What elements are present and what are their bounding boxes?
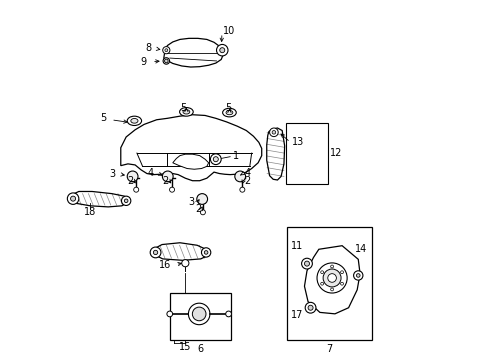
Ellipse shape bbox=[196, 194, 207, 204]
Circle shape bbox=[356, 274, 359, 277]
Circle shape bbox=[201, 248, 210, 257]
Text: 5: 5 bbox=[180, 103, 186, 113]
Text: 2: 2 bbox=[244, 176, 249, 186]
Circle shape bbox=[204, 251, 207, 254]
Ellipse shape bbox=[188, 303, 209, 325]
Text: 1: 1 bbox=[233, 150, 239, 161]
Text: 3: 3 bbox=[188, 197, 194, 207]
Text: 5: 5 bbox=[225, 103, 231, 113]
Circle shape bbox=[70, 196, 76, 201]
Text: 2: 2 bbox=[195, 204, 201, 215]
Circle shape bbox=[330, 265, 333, 268]
Ellipse shape bbox=[210, 154, 221, 165]
Ellipse shape bbox=[234, 171, 245, 182]
Ellipse shape bbox=[225, 111, 232, 115]
Text: 10: 10 bbox=[223, 26, 235, 36]
Circle shape bbox=[225, 311, 231, 317]
Circle shape bbox=[164, 49, 167, 51]
Text: 9: 9 bbox=[141, 57, 147, 67]
Circle shape bbox=[133, 187, 139, 192]
Ellipse shape bbox=[183, 110, 189, 114]
Ellipse shape bbox=[127, 116, 142, 126]
Ellipse shape bbox=[131, 118, 138, 123]
Ellipse shape bbox=[222, 108, 236, 117]
Text: 2: 2 bbox=[162, 176, 168, 186]
Circle shape bbox=[327, 274, 336, 282]
Polygon shape bbox=[172, 154, 208, 169]
Circle shape bbox=[169, 187, 174, 192]
Circle shape bbox=[320, 282, 323, 285]
Text: 11: 11 bbox=[290, 241, 303, 251]
Text: 8: 8 bbox=[145, 43, 152, 53]
Text: 7: 7 bbox=[325, 343, 332, 354]
Text: 15: 15 bbox=[179, 342, 191, 352]
Ellipse shape bbox=[163, 58, 169, 64]
Circle shape bbox=[304, 261, 309, 266]
Circle shape bbox=[219, 48, 224, 53]
Text: 6: 6 bbox=[197, 343, 203, 354]
Circle shape bbox=[330, 288, 333, 291]
Bar bbox=[285, 123, 327, 184]
Ellipse shape bbox=[213, 157, 218, 162]
Circle shape bbox=[163, 46, 169, 54]
Circle shape bbox=[340, 282, 343, 285]
Text: 4: 4 bbox=[148, 168, 154, 178]
Bar bbox=[286, 226, 371, 339]
Ellipse shape bbox=[164, 59, 168, 63]
Circle shape bbox=[121, 196, 131, 206]
Circle shape bbox=[269, 128, 278, 136]
Text: 14: 14 bbox=[354, 244, 366, 254]
Circle shape bbox=[67, 193, 79, 204]
Circle shape bbox=[301, 258, 312, 269]
Circle shape bbox=[323, 269, 340, 287]
Circle shape bbox=[182, 260, 188, 267]
Text: 17: 17 bbox=[290, 310, 303, 320]
Circle shape bbox=[316, 263, 346, 293]
Circle shape bbox=[124, 199, 128, 203]
Circle shape bbox=[305, 302, 315, 313]
Text: 4: 4 bbox=[244, 168, 250, 178]
Circle shape bbox=[153, 250, 158, 255]
Circle shape bbox=[200, 210, 205, 215]
Circle shape bbox=[307, 305, 312, 310]
Text: 18: 18 bbox=[83, 207, 96, 217]
Text: 12: 12 bbox=[329, 148, 342, 158]
Bar bbox=[169, 293, 230, 339]
Circle shape bbox=[216, 44, 227, 56]
Circle shape bbox=[239, 187, 244, 192]
Text: 16: 16 bbox=[159, 260, 171, 270]
Text: 13: 13 bbox=[291, 138, 304, 147]
Text: 3: 3 bbox=[109, 168, 115, 179]
Circle shape bbox=[353, 271, 362, 280]
Ellipse shape bbox=[192, 307, 205, 321]
Circle shape bbox=[340, 271, 343, 274]
Circle shape bbox=[166, 311, 172, 317]
Ellipse shape bbox=[162, 171, 173, 182]
Text: 5: 5 bbox=[100, 113, 106, 123]
Ellipse shape bbox=[179, 108, 193, 116]
Ellipse shape bbox=[127, 171, 138, 182]
Text: 2: 2 bbox=[127, 176, 133, 186]
Circle shape bbox=[271, 131, 275, 134]
Circle shape bbox=[150, 247, 161, 258]
Circle shape bbox=[320, 271, 323, 274]
